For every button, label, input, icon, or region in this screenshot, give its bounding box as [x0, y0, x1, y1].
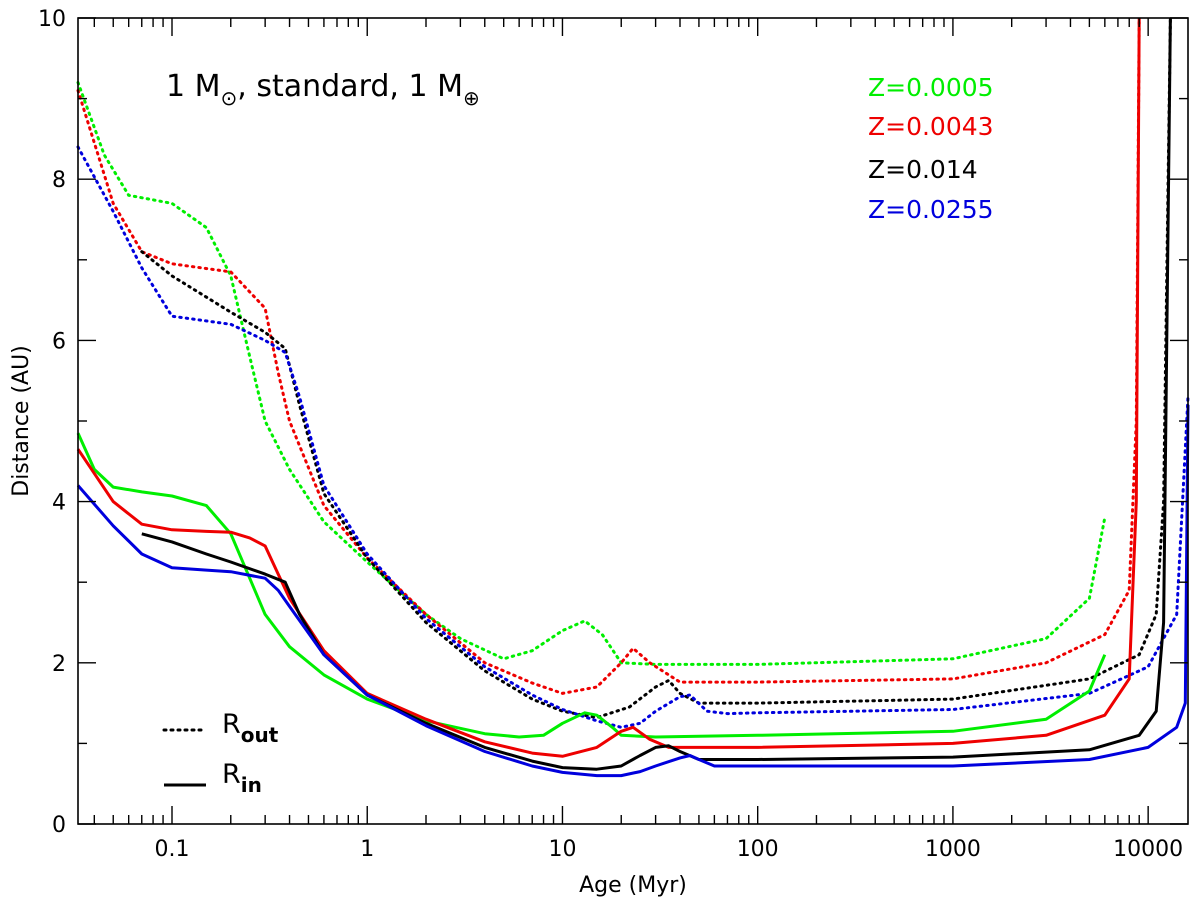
annotation-mass: 1 M [166, 69, 221, 104]
x-tick-label: 10 [548, 837, 576, 862]
earth-symbol: ⊕ [463, 86, 480, 110]
key-r-out: Rout [222, 709, 279, 747]
x-tick-label: 1 [360, 837, 374, 862]
series-r-in-00005 [76, 432, 1107, 739]
plot-annotation: 1 M⊙, standard, 1 M⊕ [166, 69, 480, 110]
key-r-in: Rin [222, 759, 262, 797]
y-tick-label: 2 [52, 652, 66, 677]
series-r-in-0014 [141, 17, 1172, 771]
x-tick-label: 1000 [925, 837, 981, 862]
legend-z-014: Z=0.014 [868, 155, 978, 184]
sun-symbol: ⊙ [221, 86, 238, 110]
ticks-layer: 0.1 1 10 100 1000 10000 0 2 4 6 8 10 [38, 7, 1188, 862]
x-tick-label: 10000 [1113, 837, 1183, 862]
y-tick-label: 8 [52, 168, 66, 193]
y-tick-label: 10 [38, 7, 66, 32]
y-tick-label: 6 [52, 329, 66, 354]
x-tick-label: 100 [737, 837, 779, 862]
series-r-in-00255 [76, 404, 1190, 778]
plot-frame [77, 17, 1189, 825]
y-tick-label: 4 [52, 491, 66, 516]
legend-z-0005: Z=0.0005 [868, 73, 994, 102]
series-r-out-0014 [140, 16, 1172, 720]
series-r-out-00255 [76, 145, 1190, 729]
series-r-in-00043 [76, 17, 1141, 758]
series-layer [76, 16, 1190, 778]
annotation-mid: , standard, 1 M [237, 69, 463, 104]
x-tick-label: 0.1 [155, 837, 190, 862]
y-axis-title: Distance (AU) [9, 345, 34, 497]
legend-z-0043: Z=0.0043 [868, 112, 994, 141]
series-r-out-00005 [76, 81, 1107, 666]
x-axis-title: Age (Myr) [579, 873, 687, 898]
y-tick-label: 0 [52, 813, 66, 838]
legend-z-0255: Z=0.0255 [868, 195, 994, 224]
series-r-out-00043 [76, 16, 1141, 695]
